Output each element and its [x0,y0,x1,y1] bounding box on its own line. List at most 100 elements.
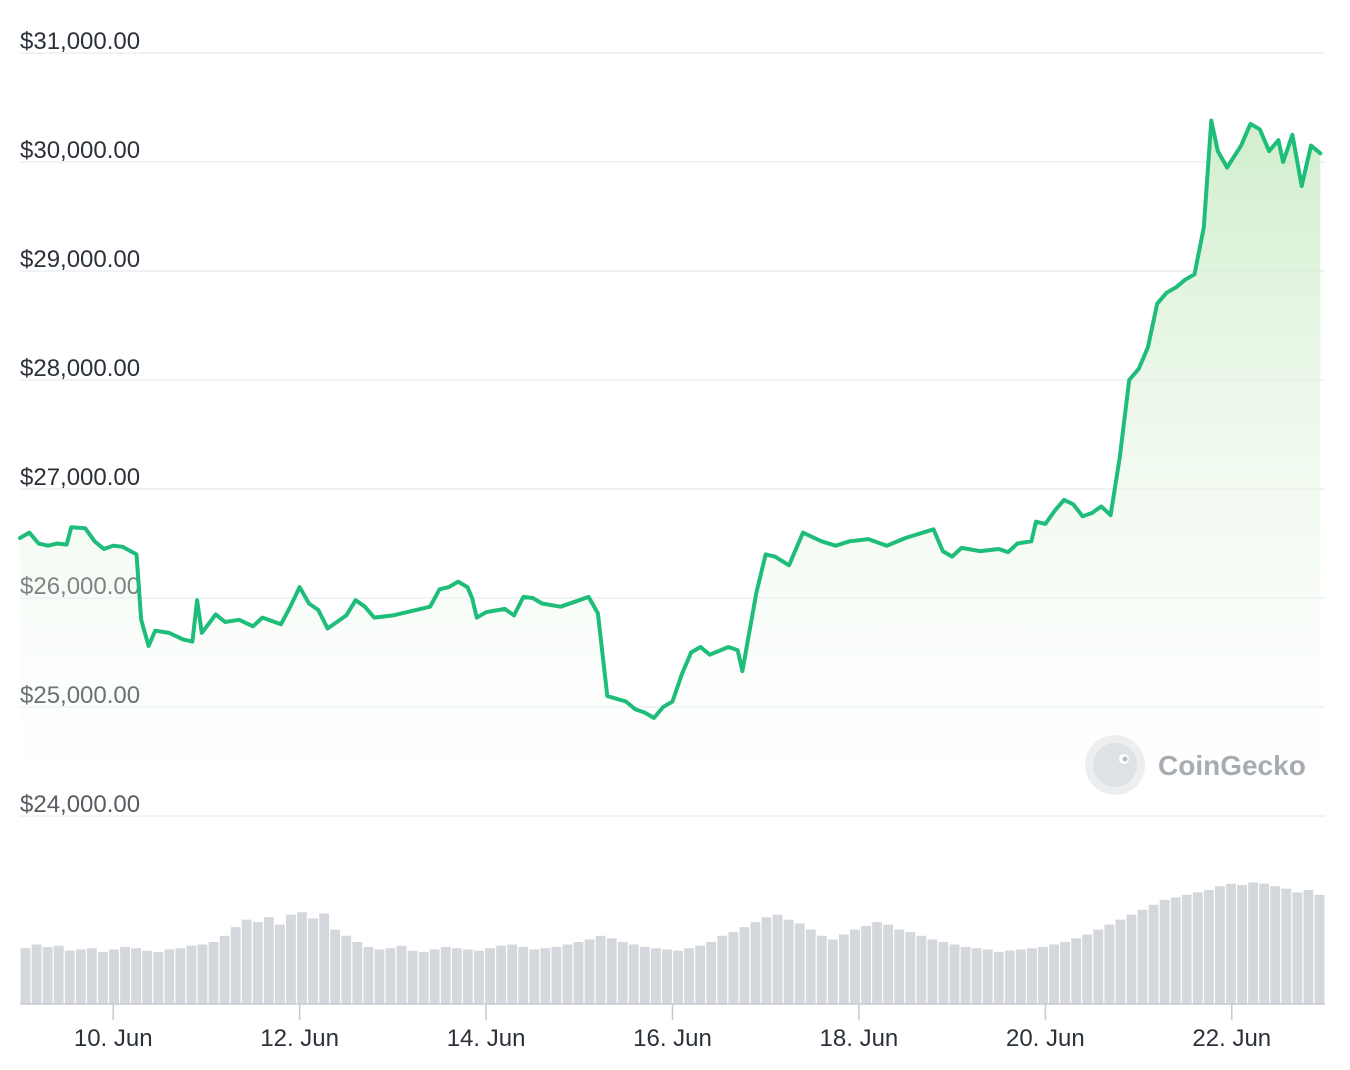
volume-bar [1038,946,1048,1004]
volume-bar [1159,899,1170,1004]
volume-bar [739,927,750,1004]
volume-bar [42,946,53,1004]
volume-bar [462,949,473,1004]
volume-bar [1259,883,1270,1004]
volume-bar [982,949,993,1004]
volume-bar [1137,909,1148,1004]
volume-bar [86,948,97,1004]
volume-bar [850,929,860,1004]
volume-bar [230,927,241,1004]
volume-bar [1093,929,1104,1004]
y-tick-label: $29,000.00 [20,246,140,273]
x-tick-label: 20. Jun [1006,1025,1085,1052]
volume-bar [1015,949,1026,1004]
volume-bar [1292,892,1303,1004]
volume-bar [805,929,816,1004]
volume-bar [938,942,949,1004]
x-tick-label: 22. Jun [1192,1025,1271,1052]
volume-bar [1248,882,1259,1004]
x-tick-label: 16. Jun [633,1025,712,1052]
volume-bar [717,935,728,1004]
volume-bar [330,929,341,1004]
volume-bar [1027,948,1037,1004]
volume-bar [308,918,318,1004]
volume-bar [927,939,938,1004]
volume-bar [1004,950,1015,1004]
price-line-series[interactable] [18,118,1323,720]
volume-bar [1126,914,1137,1004]
volume-bar [529,949,540,1004]
volume-bar [352,942,363,1004]
volume-bar [440,946,451,1004]
volume-bar [816,935,827,1004]
volume-bar [1104,924,1115,1004]
volume-bar [142,950,153,1004]
volume-bar [673,950,683,1004]
volume-bar [64,950,75,1004]
y-tick-label: $31,000.00 [20,28,140,55]
volume-bar [540,948,551,1004]
volume-bar [827,939,838,1004]
volume-bar [175,948,186,1004]
volume-bar [208,942,219,1004]
volume-bar [971,948,982,1004]
volume-bar [518,946,529,1004]
volume-bar [1170,897,1181,1004]
volume-bar [993,951,1004,1004]
volume-bar [374,949,385,1004]
coingecko-watermark: CoinGecko [1085,735,1306,795]
volume-bar [363,946,374,1004]
volume-bar [761,917,772,1004]
y-tick-label: $28,000.00 [20,355,140,382]
volume-bar [606,938,617,1004]
price-area-fill [20,120,1321,817]
volume-bar [838,934,849,1004]
x-tick-label: 14. Jun [447,1025,526,1052]
volume-bar [407,950,418,1004]
volume-bar [274,924,285,1004]
volume-bar [219,935,230,1004]
volume-bar [1115,919,1126,1004]
volume-bar [573,942,584,1004]
volume-bar [783,919,794,1004]
volume-bar [1148,904,1159,1004]
volume-bar [164,949,175,1004]
volume-bar [905,932,916,1004]
volume-bar [1082,934,1093,1004]
volume-bar [728,932,739,1004]
volume-bar [949,944,960,1004]
volume-bar [628,944,639,1004]
volume-bar [31,944,42,1004]
volume-bar [650,948,661,1004]
volume-bar [551,946,562,1004]
y-tick-label: $27,000.00 [20,464,140,491]
volume-bar [706,942,717,1004]
volume-bar [595,935,606,1004]
volume-bar [496,945,507,1004]
volume-bar [197,944,208,1004]
volume-bar [385,948,396,1004]
volume-bar [297,912,307,1004]
volume-bar [639,946,650,1004]
volume-bar [153,951,164,1004]
volume-bar [894,929,905,1004]
y-tick-label: $30,000.00 [20,137,140,164]
volume-bar [1060,942,1071,1004]
volume-bar [53,945,64,1004]
volume-bar [1181,894,1192,1004]
volume-bar [883,924,894,1004]
volume-bar [109,949,119,1004]
volume-bar [474,950,484,1004]
volume-bar [20,948,31,1004]
volume-bar [241,919,252,1004]
volume-bar [916,935,927,1004]
x-tick-label: 10. Jun [74,1025,153,1052]
x-axis-ticks: 10. Jun 12. Jun 14. Jun 16. Jun 18. Jun 20. J… [74,1004,1271,1052]
volume-bar [1192,892,1203,1004]
volume-bar [451,948,462,1004]
volume-bar [75,949,86,1004]
volume-bar [617,942,628,1004]
volume-bar [1226,883,1236,1004]
volume-bar [684,948,695,1004]
